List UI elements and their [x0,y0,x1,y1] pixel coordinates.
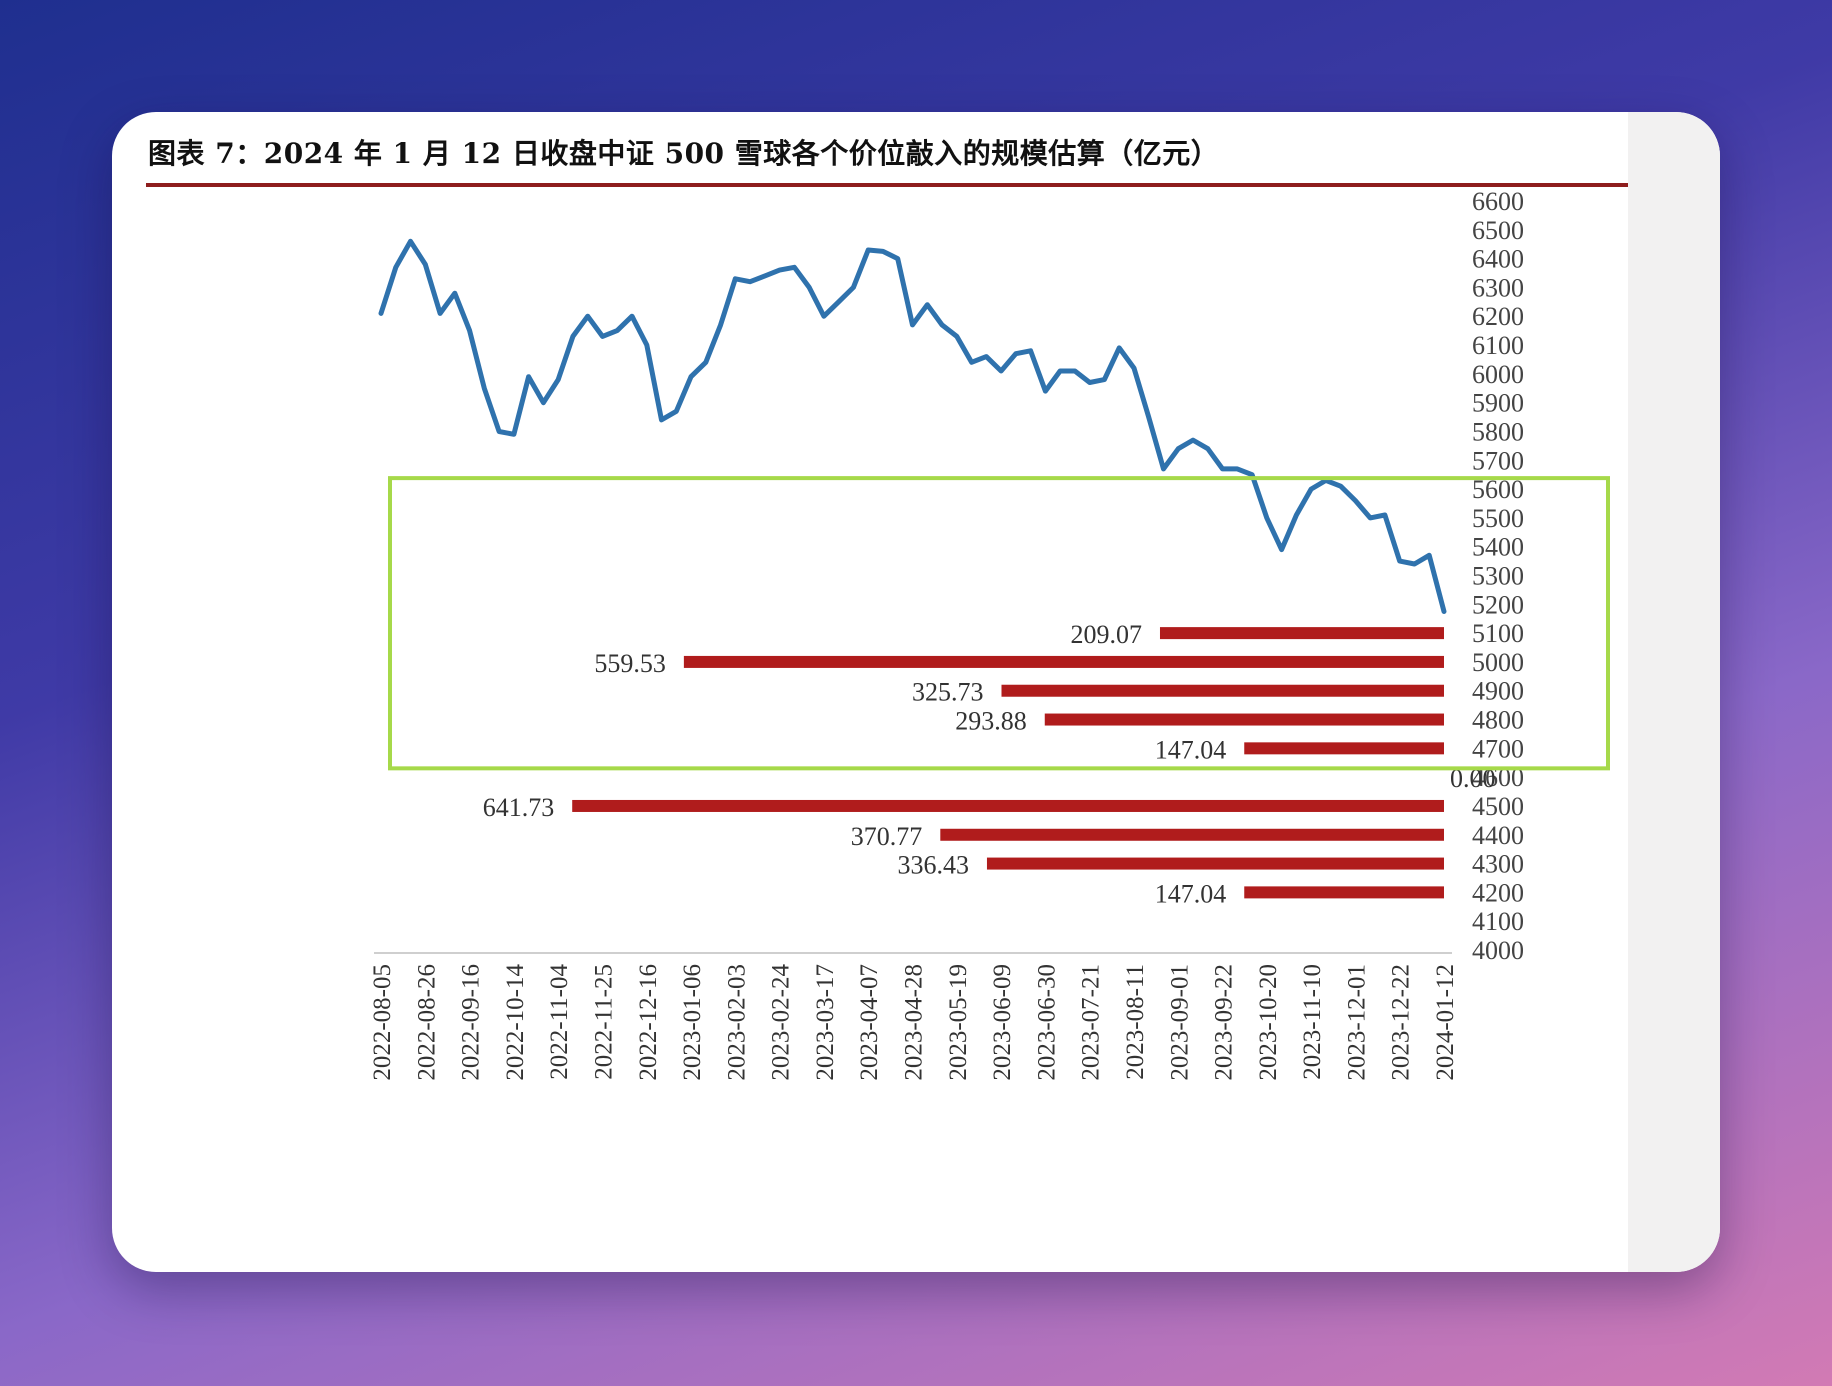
x-tick-label: 2023-01-06 [679,964,706,1081]
highlight-box-group [388,476,1610,771]
x-tick-label: 2023-04-07 [856,964,883,1081]
y-tick-label: 6100 [1472,331,1524,360]
y-tick-label: 5500 [1472,504,1524,533]
x-tick-label: 2023-09-22 [1211,964,1238,1081]
x-tick-label: 2023-06-30 [1033,964,1060,1081]
y-tick-label: 6600 [1472,187,1524,216]
y-tick-label: 6000 [1472,360,1524,389]
x-tick-label: 2023-07-21 [1078,964,1105,1081]
chart-plot: 6600650064006300620061006000590058005700… [369,187,1610,1081]
x-axis: 2022-08-05 2022-08-26 2022-09-16 2022-10-14… [369,952,1459,1081]
y-tick-label: 4100 [1472,907,1524,936]
y-tick-label: 6300 [1472,273,1524,302]
x-tick-label: 2023-08-11 [1122,964,1149,1080]
x-tick-label: 2022-08-26 [413,964,440,1081]
chart-title: 图表 7：2024 年 1 月 12 日收盘中证 500 雪球各个价位敲入的规模… [148,137,1220,170]
bar-value-label: 370.77 [851,822,923,851]
knock-in-bars [572,627,1444,899]
x-tick-label: 2022-09-16 [458,964,485,1081]
price-line-group [378,238,1447,614]
y-tick-label: 5300 [1472,562,1524,591]
bar-value-label: 336.43 [897,851,969,880]
bar-value-labels: 209.07559.53325.73293.88147.040.00641.73… [483,620,1496,908]
x-tick-label: 2022-08-05 [369,964,396,1081]
y-tick-label: 5800 [1472,417,1524,446]
x-tick-label: 2023-03-17 [812,964,839,1081]
x-tick-label: 2023-02-03 [723,964,750,1081]
bar-value-label: 559.53 [594,649,666,678]
y-tick-label: 6400 [1472,245,1524,274]
x-tick-label: 2023-02-24 [768,964,795,1081]
knock-in-bar [1244,886,1444,899]
y-tick-label: 5900 [1472,389,1524,418]
knock-in-bar [1001,684,1444,697]
x-tick-label: 2022-12-16 [635,964,662,1081]
x-tick-label: 2023-09-01 [1166,964,1193,1081]
knock-in-bar [1244,742,1444,755]
x-tick-label: 2022-10-14 [502,964,529,1081]
chart-card: 图表 7：2024 年 1 月 12 日收盘中证 500 雪球各个价位敲入的规模… [112,112,1720,1272]
y-tick-label: 4700 [1472,734,1524,763]
x-tick-label: 2023-10-20 [1255,964,1282,1081]
x-tick-label: 2023-05-19 [945,964,972,1081]
knock-in-bar [1044,713,1444,726]
y-tick-label: 4500 [1472,792,1524,821]
y-tick-label: 5200 [1472,590,1524,619]
y-axis-ticks: 6600650064006300620061006000590058005700… [1472,187,1524,965]
knock-in-bar [940,828,1444,841]
x-tick-label: 2023-06-09 [989,964,1016,1081]
knock-in-bar [986,857,1444,870]
x-tick-label: 2022-11-04 [546,964,573,1080]
price-line [378,238,1447,614]
x-tick-label: 2023-12-01 [1343,964,1370,1081]
x-tick-label: 2023-11-10 [1299,964,1326,1080]
side-strip [1628,112,1720,1272]
y-tick-label: 4300 [1472,850,1524,879]
x-tick-label: 2024-01-12 [1432,964,1459,1081]
knock-in-bar [572,799,1444,812]
y-tick-label: 6500 [1472,216,1524,245]
highlight-box [388,476,1610,771]
y-tick-label: 4400 [1472,821,1524,850]
bar-value-label: 209.07 [1070,620,1142,649]
x-tick-label: 2023-12-22 [1388,964,1415,1081]
bar-value-label: 147.04 [1155,879,1227,908]
x-tick-label: 2023-04-28 [901,964,928,1081]
y-tick-label: 5400 [1472,533,1524,562]
y-tick-label: 4800 [1472,706,1524,735]
bar-value-label: 325.73 [912,678,984,707]
bar-value-label: 293.88 [955,707,1027,736]
bar-value-label: 641.73 [483,793,555,822]
y-tick-label: 5100 [1472,619,1524,648]
y-tick-label: 6200 [1472,302,1524,331]
y-tick-label: 4900 [1472,677,1524,706]
y-tick-label: 4200 [1472,878,1524,907]
x-tick-label: 2022-11-25 [591,964,618,1080]
y-tick-label: 5000 [1472,648,1524,677]
knock-in-bar [683,655,1444,668]
y-tick-label: 4000 [1472,936,1524,965]
knock-in-bar [1159,627,1444,640]
y-tick-label: 5700 [1472,446,1524,475]
bar-value-label: 147.04 [1155,735,1227,764]
title-rule [146,183,1628,187]
